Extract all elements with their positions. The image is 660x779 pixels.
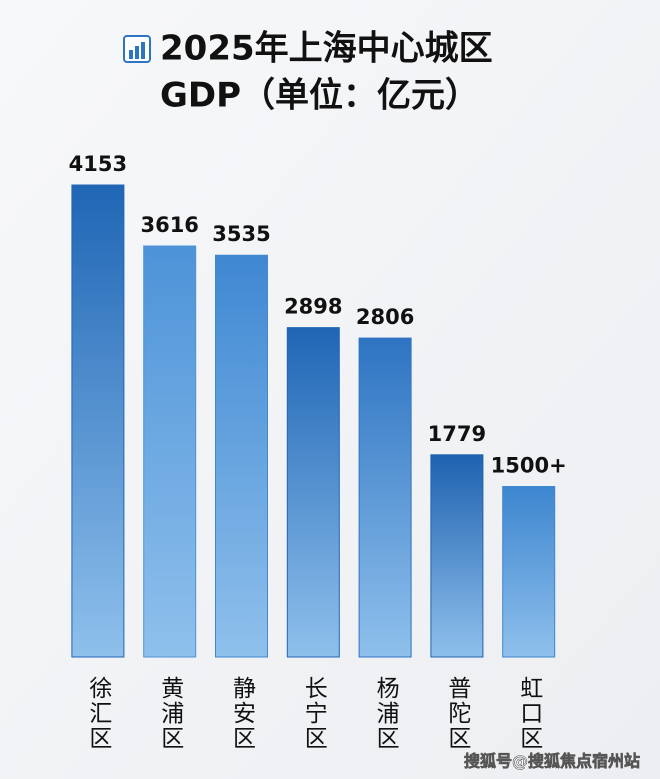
value-label: 3616 bbox=[140, 213, 198, 237]
chart-title: 2025年上海中心城区 bbox=[160, 29, 493, 69]
value-label: 2806 bbox=[356, 305, 414, 329]
x-tick-label: 静安区 bbox=[229, 676, 257, 751]
x-tick-label: 黄浦区 bbox=[157, 676, 185, 751]
bar bbox=[143, 245, 197, 658]
value-label: 1500+ bbox=[491, 454, 567, 478]
chart-subtitle: GDP（单位：亿元） bbox=[160, 76, 479, 116]
bar bbox=[286, 327, 340, 658]
value-label: 4153 bbox=[69, 152, 127, 176]
value-label: 3535 bbox=[212, 222, 270, 246]
bar bbox=[358, 337, 412, 658]
x-tick-label: 杨浦区 bbox=[372, 676, 400, 751]
bar bbox=[430, 454, 484, 658]
watermark: 搜狐号@搜狐焦点宿州站 bbox=[464, 752, 640, 771]
bar bbox=[71, 184, 125, 658]
x-tick-label: 虹口区 bbox=[516, 676, 544, 751]
title-icon bbox=[123, 35, 151, 63]
x-tick-label: 普陀区 bbox=[444, 676, 471, 751]
value-label: 2898 bbox=[284, 295, 342, 319]
x-tick-label: 长宁区 bbox=[300, 676, 327, 751]
x-tick-label: 徐汇区 bbox=[85, 676, 113, 751]
value-label: 1779 bbox=[428, 422, 486, 446]
bar bbox=[502, 486, 556, 658]
bar bbox=[215, 254, 268, 658]
